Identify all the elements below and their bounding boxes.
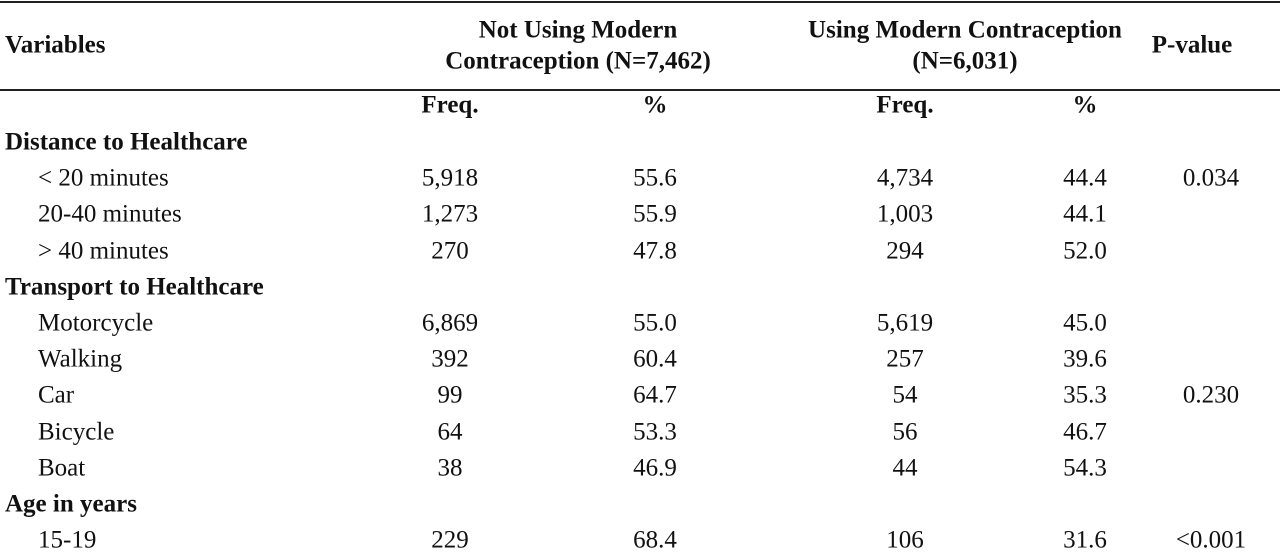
data-cell: 6,869 bbox=[421, 309, 479, 337]
row-label: < 20 minutes bbox=[38, 164, 169, 192]
data-cell: 39.6 bbox=[1063, 345, 1107, 373]
data-cell: 99 bbox=[437, 381, 463, 409]
row-label: Bicycle bbox=[38, 418, 115, 446]
data-cell: 5,619 bbox=[876, 309, 934, 337]
data-cell: 52.0 bbox=[1063, 237, 1107, 265]
data-cell: 229 bbox=[431, 526, 469, 554]
section-title: Distance to Healthcare bbox=[5, 128, 248, 156]
data-cell: 1,003 bbox=[876, 200, 934, 228]
header-group: Not Using Modern bbox=[478, 16, 678, 44]
row-label: 20-40 minutes bbox=[38, 200, 182, 228]
data-cell: 270 bbox=[431, 237, 469, 265]
sub-header: % bbox=[1072, 91, 1098, 119]
data-cell: 46.9 bbox=[633, 454, 677, 482]
section-title: Transport to Healthcare bbox=[5, 273, 264, 301]
data-cell: 55.9 bbox=[633, 200, 677, 228]
data-cell: 46.7 bbox=[1063, 418, 1107, 446]
data-cell: 5,918 bbox=[421, 164, 479, 192]
data-cell: 60.4 bbox=[633, 345, 677, 373]
data-cell: 106 bbox=[886, 526, 924, 554]
top-rule bbox=[0, 1, 1280, 3]
p-value: 0.230 bbox=[1182, 381, 1240, 409]
data-cell: 64.7 bbox=[633, 381, 677, 409]
data-cell: 56 bbox=[892, 418, 918, 446]
data-cell: 54.3 bbox=[1063, 454, 1107, 482]
data-cell: 68.4 bbox=[633, 526, 677, 554]
row-label: Motorcycle bbox=[38, 309, 154, 337]
row-label: Boat bbox=[38, 454, 86, 482]
data-cell: 35.3 bbox=[1063, 381, 1107, 409]
data-cell: 44 bbox=[892, 454, 918, 482]
row-label: Walking bbox=[38, 345, 123, 373]
data-cell: 45.0 bbox=[1063, 309, 1107, 337]
sub-header: % bbox=[642, 91, 668, 119]
row-label: > 40 minutes bbox=[38, 237, 169, 265]
header-variables: Variables bbox=[5, 31, 106, 59]
header-rule bbox=[0, 89, 1280, 91]
data-cell: 257 bbox=[886, 345, 924, 373]
data-cell: 294 bbox=[886, 237, 924, 265]
data-cell: 55.6 bbox=[633, 164, 677, 192]
p-value: 0.034 bbox=[1182, 164, 1240, 192]
header-p-value: P-value bbox=[1151, 31, 1233, 59]
data-cell: 55.0 bbox=[633, 309, 677, 337]
data-cell: 38 bbox=[437, 454, 463, 482]
data-cell: 47.8 bbox=[633, 237, 677, 265]
data-cell: 44.1 bbox=[1063, 200, 1107, 228]
data-cell: 53.3 bbox=[633, 418, 677, 446]
data-cell: 4,734 bbox=[876, 164, 934, 192]
data-cell: 1,273 bbox=[421, 200, 479, 228]
data-cell: 392 bbox=[431, 345, 469, 373]
header-group: Contraception (N=7,462) bbox=[445, 47, 711, 75]
sub-header: Freq. bbox=[876, 91, 934, 119]
data-cell: 31.6 bbox=[1063, 526, 1107, 554]
header-group: (N=6,031) bbox=[912, 47, 1018, 75]
p-value: <0.001 bbox=[1175, 526, 1247, 554]
header-group: Using Modern Contraception bbox=[808, 16, 1122, 44]
data-cell: 44.4 bbox=[1063, 164, 1107, 192]
row-label: 15-19 bbox=[38, 526, 97, 554]
data-cell: 54 bbox=[892, 381, 918, 409]
data-cell: 64 bbox=[437, 418, 463, 446]
section-title: Age in years bbox=[5, 490, 137, 518]
sub-header: Freq. bbox=[421, 91, 479, 119]
row-label: Car bbox=[38, 381, 75, 409]
